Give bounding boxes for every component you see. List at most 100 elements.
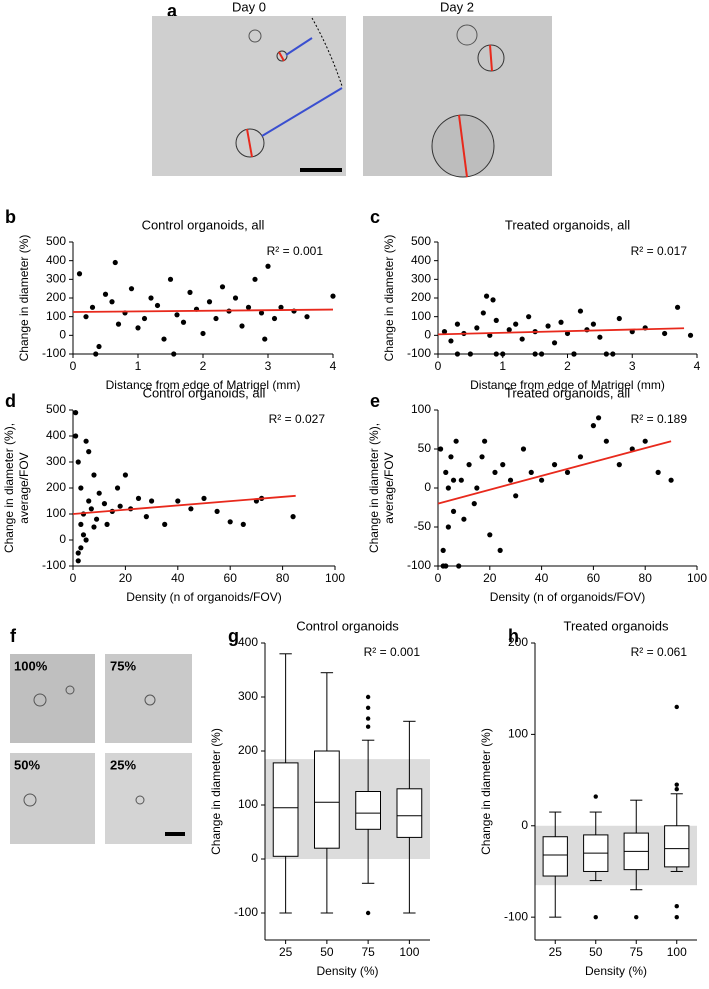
data-point	[655, 469, 661, 475]
data-point	[687, 332, 694, 338]
data-point	[161, 336, 167, 342]
data-point	[482, 438, 488, 444]
x-tick-label: 0	[435, 359, 442, 373]
data-point	[474, 325, 480, 331]
data-point	[252, 276, 258, 282]
y-axis-label: Change in diameter (%),	[367, 423, 381, 553]
data-point	[245, 304, 252, 310]
x-tick-label: 100	[399, 945, 419, 959]
data-point	[135, 325, 141, 331]
y-tick-label: 500	[46, 234, 66, 248]
x-tick-label: 60	[224, 571, 238, 585]
data-point	[180, 319, 187, 325]
outlier	[674, 782, 679, 787]
box	[664, 825, 690, 868]
data-point	[590, 321, 597, 327]
y-tick-label: -100	[504, 909, 528, 923]
y-tick-label: -100	[407, 346, 431, 360]
x-tick-label: 0	[70, 571, 77, 585]
y-tick-label: -100	[407, 558, 431, 572]
trend-line	[437, 440, 672, 505]
box	[355, 791, 381, 830]
trend-line	[72, 308, 334, 313]
x-tick-label: 100	[667, 945, 687, 959]
data-point	[610, 351, 616, 357]
y-tick-label: 0	[424, 328, 431, 342]
x-tick-label: 100	[687, 571, 707, 585]
y-tick-label: 100	[411, 402, 431, 416]
x-tick-label: 50	[589, 945, 603, 959]
chart-title: Control organoids, all	[142, 217, 265, 232]
x-tick-label: 40	[171, 571, 185, 585]
x-tick-label: 20	[483, 571, 497, 585]
data-point	[445, 524, 451, 530]
data-point	[519, 336, 525, 342]
data-point	[91, 472, 97, 478]
data-point	[674, 304, 681, 310]
y-tick-label: 100	[46, 309, 66, 323]
data-point	[75, 550, 81, 556]
data-point	[73, 433, 79, 439]
annotation: R² = 0.001	[364, 645, 421, 659]
image-caption: 25%	[110, 757, 136, 772]
data-point	[112, 259, 118, 266]
data-point	[141, 315, 148, 322]
outlier	[674, 704, 679, 710]
y-axis-label: Change in diameter (%),	[2, 423, 16, 553]
data-point	[265, 263, 271, 269]
data-point	[96, 490, 102, 496]
data-point	[493, 351, 499, 357]
data-point	[497, 547, 503, 554]
box	[396, 788, 423, 838]
x-tick-label: 50	[320, 945, 334, 959]
data-point	[461, 516, 467, 522]
data-point	[93, 516, 100, 522]
data-point	[545, 323, 551, 329]
data-point	[662, 330, 668, 337]
data-point	[78, 521, 84, 528]
y-tick-label: 50	[418, 441, 432, 455]
data-point	[171, 351, 177, 357]
y-axis-label: Change in diameter (%)	[382, 235, 396, 362]
x-tick-label: 0	[435, 571, 442, 585]
x-tick-label: 60	[587, 571, 601, 585]
data-point	[219, 284, 226, 290]
box	[272, 762, 299, 857]
data-point	[642, 438, 648, 444]
outlier	[593, 794, 598, 799]
data-point	[603, 351, 609, 357]
y-tick-label: -100	[42, 558, 66, 572]
x-tick-label: 1	[135, 359, 142, 373]
chart-title: Treated organoids, all	[505, 217, 630, 232]
data-point	[101, 501, 108, 507]
y-axis-label: Change in diameter (%)	[17, 235, 31, 362]
data-point	[487, 532, 493, 538]
data-point	[227, 519, 233, 525]
data-point	[86, 449, 92, 455]
data-point	[258, 310, 265, 316]
y-tick-label: -50	[414, 519, 432, 533]
data-point	[114, 485, 121, 491]
micrograph	[152, 16, 346, 176]
box	[542, 836, 568, 877]
data-point	[513, 493, 519, 499]
image-caption: 50%	[14, 757, 40, 772]
data-point	[506, 327, 512, 333]
data-point	[597, 334, 603, 340]
outlier	[593, 914, 598, 920]
box	[314, 750, 340, 849]
data-point	[571, 351, 577, 357]
outlier	[365, 724, 371, 729]
data-point	[91, 524, 97, 530]
data-point	[466, 462, 472, 468]
y-tick-label: 300	[411, 272, 431, 286]
data-point	[154, 302, 161, 309]
data-point	[471, 501, 477, 507]
outlier	[365, 694, 371, 700]
data-point	[89, 304, 96, 310]
y-tick-label: 400	[411, 253, 431, 267]
annotation: R² = 0.061	[631, 645, 688, 659]
x-tick-label: 0	[70, 359, 77, 373]
